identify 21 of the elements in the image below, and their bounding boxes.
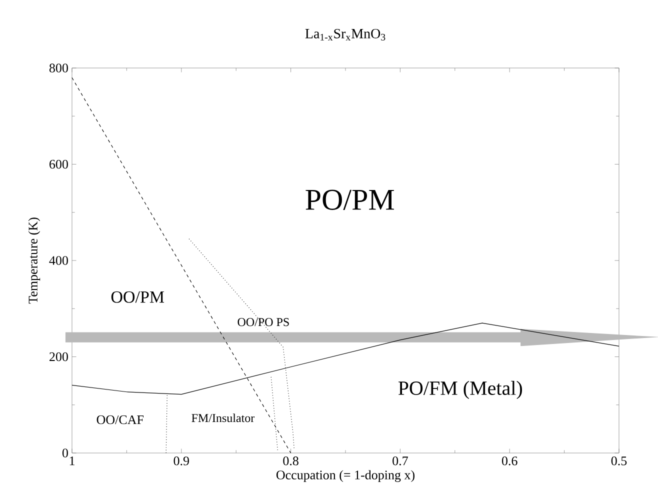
- annotation: FM/Insulator: [192, 414, 255, 422]
- y-tick-label: 600: [50, 160, 68, 169]
- annotation: OO/PO PS: [238, 318, 289, 326]
- x-tick-label: 0.7: [392, 456, 408, 466]
- annotation: PO/FM (Metal): [398, 380, 522, 400]
- line-series: [188, 238, 294, 448]
- x-axis-title: Occupation (= 1-doping x): [276, 470, 414, 482]
- x-tick-label: 0.8: [283, 456, 298, 466]
- y-tick-label: 0: [62, 448, 68, 458]
- y-tick-label: 200: [50, 352, 68, 362]
- x-tick-label: 1: [70, 456, 74, 466]
- annotation: OO/CAF: [96, 415, 144, 424]
- y-tick-label: 400: [49, 256, 68, 265]
- y-tick-label: 800: [49, 64, 68, 72]
- x-tick-label: 0.6: [502, 456, 518, 466]
- x-tick-label: 0.9: [174, 456, 189, 466]
- annotation: PO/PM: [306, 190, 394, 210]
- chart-title: La$_{1-x}$Sr$_{x}$MnO$_{3}$: [305, 28, 386, 40]
- annotation: OO/PM: [111, 291, 164, 303]
- y-axis-title: Temperature (K): [28, 218, 40, 304]
- x-tick-label: 0.5: [611, 456, 627, 466]
